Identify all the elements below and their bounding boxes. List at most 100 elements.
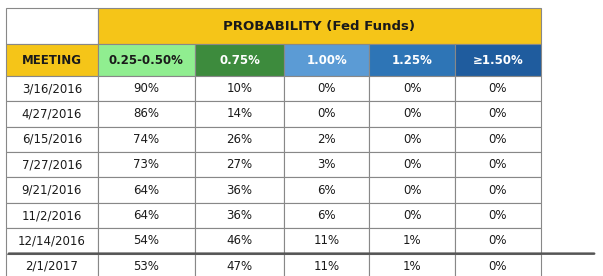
Bar <box>370 44 455 76</box>
Bar <box>455 152 541 177</box>
Text: 1%: 1% <box>403 234 421 248</box>
Bar <box>455 228 541 254</box>
Text: 11/2/2016: 11/2/2016 <box>22 209 82 222</box>
Bar <box>195 177 284 203</box>
Bar <box>455 203 541 228</box>
Text: 0%: 0% <box>489 82 507 95</box>
Text: 11%: 11% <box>314 260 339 273</box>
Bar <box>455 177 541 203</box>
Bar <box>370 177 455 203</box>
Bar <box>284 254 370 276</box>
Bar <box>370 127 455 152</box>
Bar <box>6 8 98 44</box>
Bar <box>6 127 98 152</box>
Text: 3%: 3% <box>317 158 336 171</box>
Text: 10%: 10% <box>227 82 253 95</box>
Bar <box>195 152 284 177</box>
Bar <box>284 101 370 127</box>
Text: 0%: 0% <box>489 260 507 273</box>
Bar <box>455 76 541 101</box>
Bar <box>98 228 195 254</box>
Text: 14%: 14% <box>226 107 253 121</box>
Text: 90%: 90% <box>133 82 159 95</box>
Text: 36%: 36% <box>227 209 253 222</box>
Bar <box>6 254 98 276</box>
Bar <box>284 228 370 254</box>
Text: 73%: 73% <box>133 158 159 171</box>
Text: 27%: 27% <box>226 158 253 171</box>
Text: 26%: 26% <box>226 133 253 146</box>
Bar <box>370 101 455 127</box>
Bar <box>370 203 455 228</box>
Text: 0.75%: 0.75% <box>219 54 260 67</box>
Text: 36%: 36% <box>227 184 253 197</box>
Text: 0%: 0% <box>403 209 421 222</box>
Text: ≥1.50%: ≥1.50% <box>473 54 523 67</box>
Bar <box>284 127 370 152</box>
Text: 6%: 6% <box>317 184 336 197</box>
Text: 1%: 1% <box>403 260 421 273</box>
Text: 0%: 0% <box>317 82 336 95</box>
Bar <box>284 152 370 177</box>
Text: 6%: 6% <box>317 209 336 222</box>
Bar <box>98 8 541 44</box>
Bar <box>98 101 195 127</box>
Bar <box>98 44 195 76</box>
Bar <box>98 203 195 228</box>
Bar <box>98 254 195 276</box>
Bar <box>6 76 98 101</box>
Text: 0%: 0% <box>317 107 336 121</box>
Bar <box>284 177 370 203</box>
Text: 54%: 54% <box>133 234 159 248</box>
Text: 9/21/2016: 9/21/2016 <box>22 184 82 197</box>
Bar <box>370 152 455 177</box>
Bar <box>98 127 195 152</box>
Bar <box>6 177 98 203</box>
Text: 0%: 0% <box>403 133 421 146</box>
Text: 11%: 11% <box>314 234 339 248</box>
Text: 0%: 0% <box>489 234 507 248</box>
Text: 53%: 53% <box>133 260 159 273</box>
Text: 1.25%: 1.25% <box>392 54 433 67</box>
Text: 64%: 64% <box>133 184 159 197</box>
Text: 86%: 86% <box>133 107 159 121</box>
Bar <box>6 44 98 76</box>
Bar <box>195 127 284 152</box>
Text: 0.25-0.50%: 0.25-0.50% <box>109 54 184 67</box>
Text: 4/27/2016: 4/27/2016 <box>22 107 82 121</box>
Text: PROBABILITY (Fed Funds): PROBABILITY (Fed Funds) <box>223 20 415 33</box>
Bar <box>6 203 98 228</box>
Text: 0%: 0% <box>403 158 421 171</box>
Text: 47%: 47% <box>226 260 253 273</box>
Bar <box>370 76 455 101</box>
Bar <box>195 228 284 254</box>
Text: 0%: 0% <box>489 107 507 121</box>
Bar <box>195 203 284 228</box>
Bar <box>455 101 541 127</box>
Bar <box>195 44 284 76</box>
Text: 2/1/2017: 2/1/2017 <box>25 260 78 273</box>
Text: MEETING: MEETING <box>22 54 82 67</box>
Bar <box>98 76 195 101</box>
Bar <box>6 101 98 127</box>
Bar <box>455 44 541 76</box>
Text: 0%: 0% <box>489 158 507 171</box>
Text: 64%: 64% <box>133 209 159 222</box>
Bar <box>98 152 195 177</box>
Bar <box>284 44 370 76</box>
Text: 0%: 0% <box>403 107 421 121</box>
Bar <box>284 203 370 228</box>
Bar <box>370 228 455 254</box>
Text: 2%: 2% <box>317 133 336 146</box>
Bar <box>195 254 284 276</box>
Bar <box>6 228 98 254</box>
Text: 0%: 0% <box>489 133 507 146</box>
Text: 0%: 0% <box>489 209 507 222</box>
Bar <box>284 76 370 101</box>
Bar <box>98 177 195 203</box>
Text: 6/15/2016: 6/15/2016 <box>22 133 82 146</box>
Text: 7/27/2016: 7/27/2016 <box>22 158 82 171</box>
Bar <box>370 254 455 276</box>
Text: 1.00%: 1.00% <box>306 54 347 67</box>
Text: 0%: 0% <box>489 184 507 197</box>
